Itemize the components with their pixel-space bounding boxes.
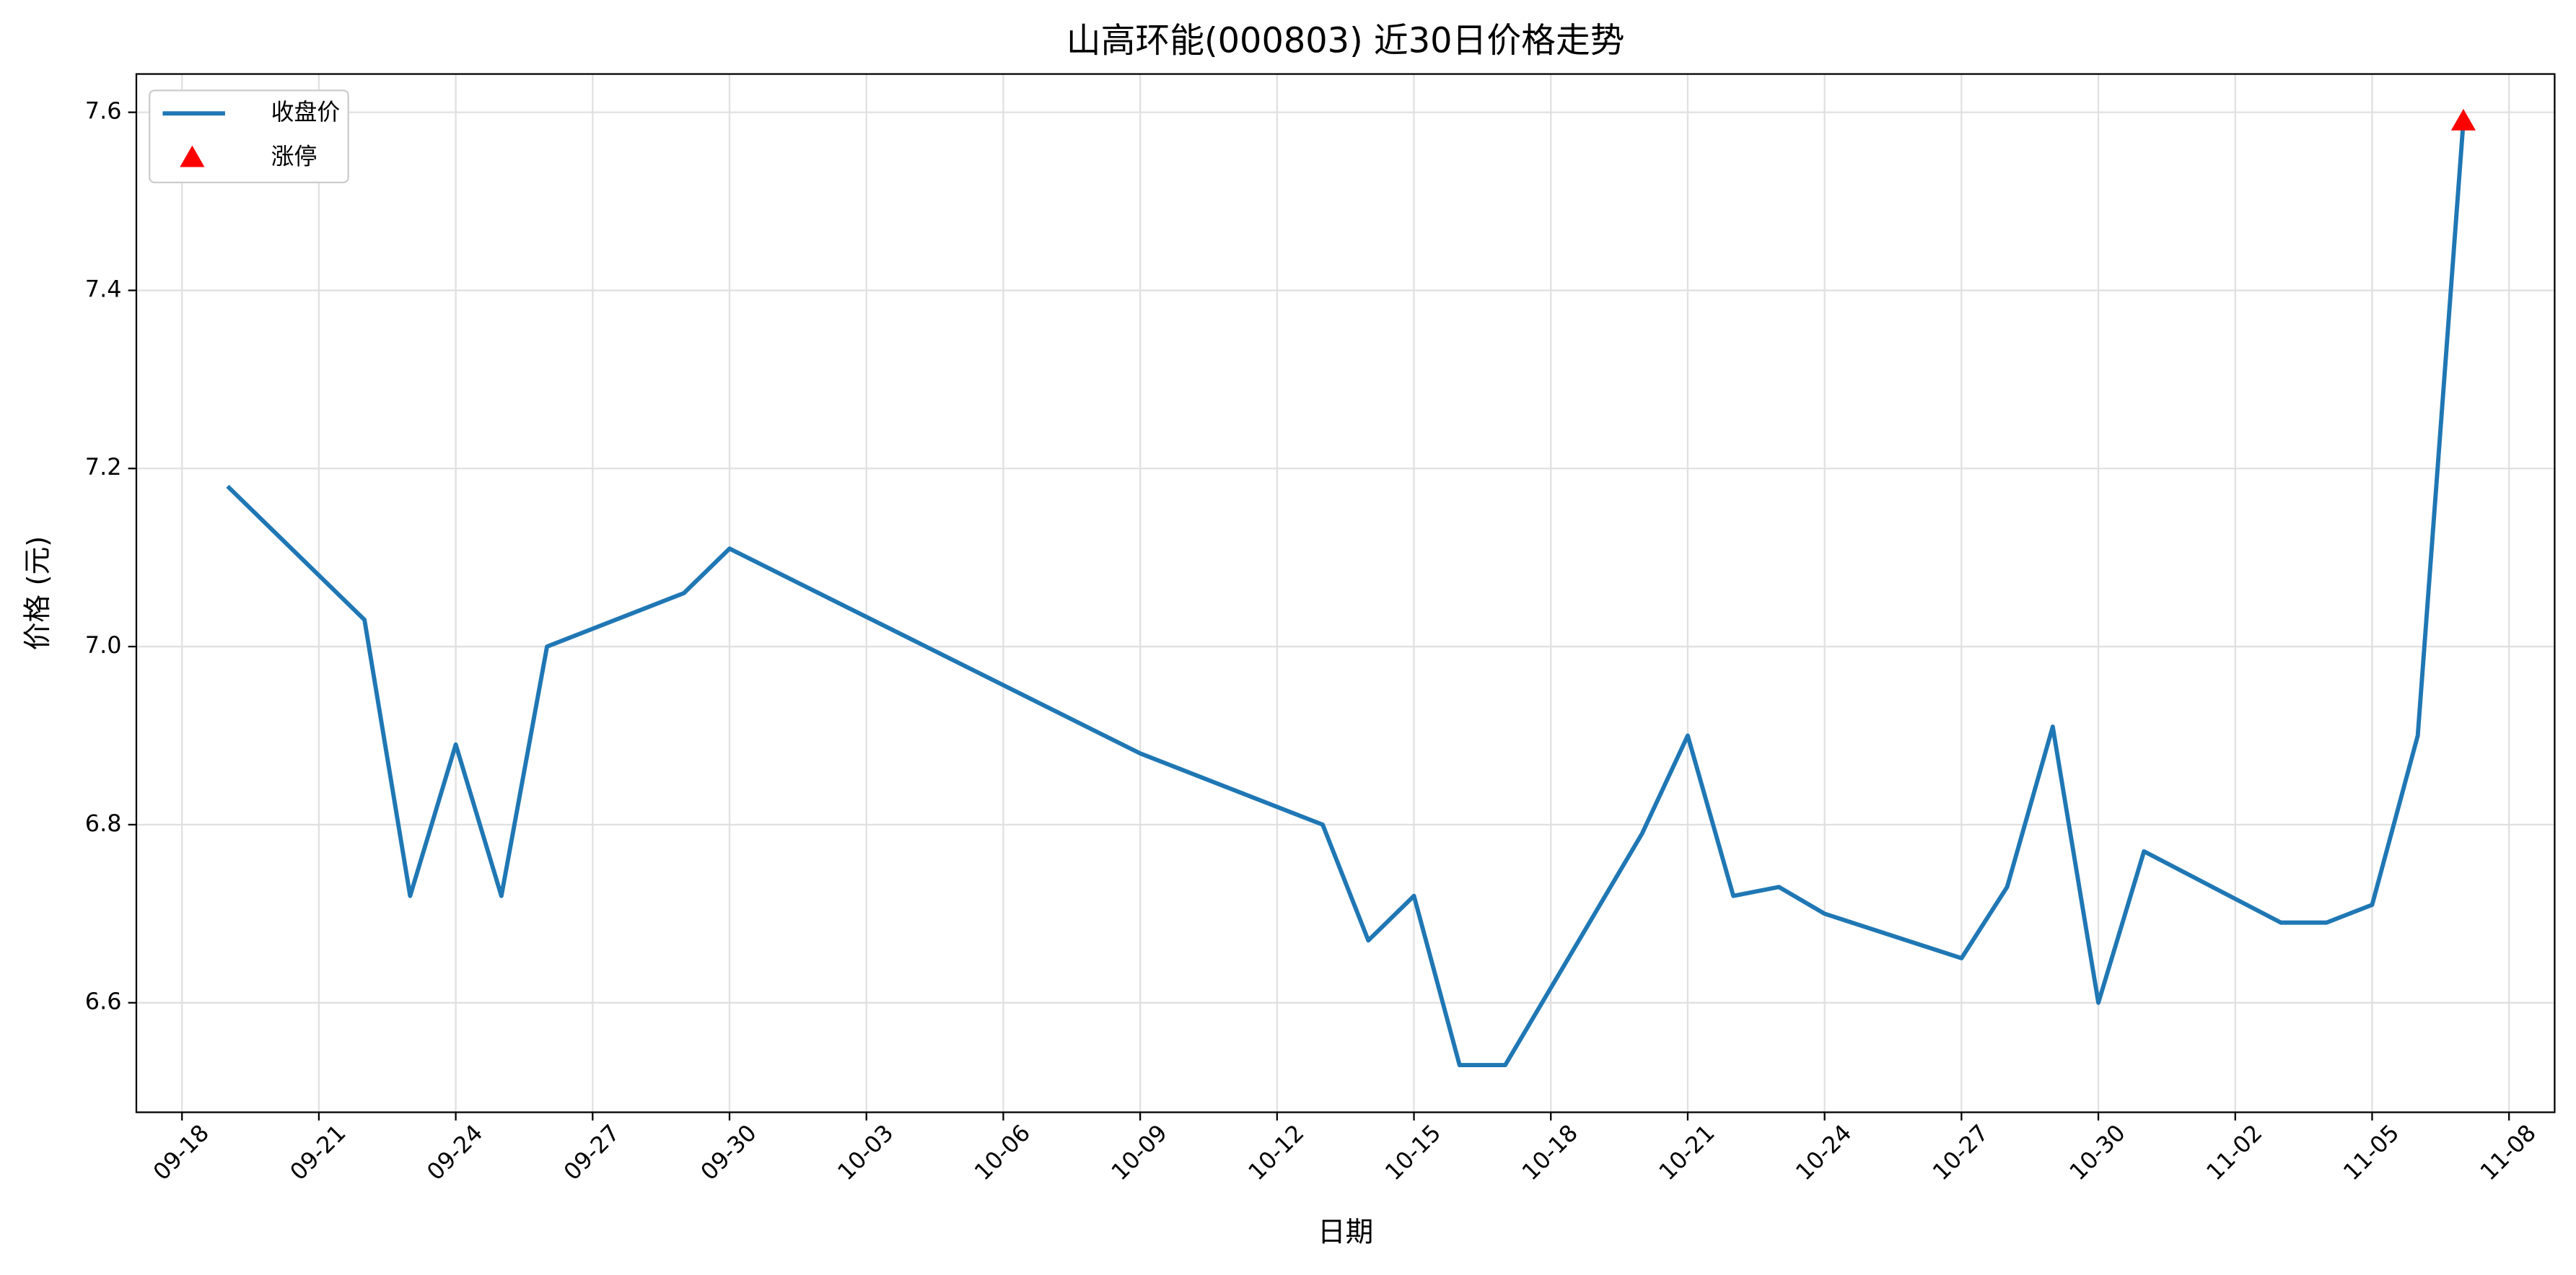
y-axis-label: 价格 (元) xyxy=(22,536,54,651)
x-axis-label: 日期 xyxy=(1318,1216,1373,1248)
legend-label: 涨停 xyxy=(271,143,317,170)
y-tick-label: 7.2 xyxy=(85,453,122,481)
plot-frame xyxy=(135,73,2556,1113)
limit-up-marker xyxy=(2450,108,2476,131)
y-tick-label: 7.6 xyxy=(85,97,122,125)
y-tick-label: 6.6 xyxy=(85,988,122,1015)
price-line xyxy=(226,121,2466,1068)
y-tick-label: 6.8 xyxy=(85,810,122,837)
legend-swatch xyxy=(180,145,205,167)
y-tick-label: 7.0 xyxy=(85,631,122,659)
legend-label: 收盘价 xyxy=(271,98,341,126)
y-tick-label: 7.4 xyxy=(85,275,122,302)
chart-title: 山高环能(000803) 近30日价格走势 xyxy=(1066,21,1625,61)
